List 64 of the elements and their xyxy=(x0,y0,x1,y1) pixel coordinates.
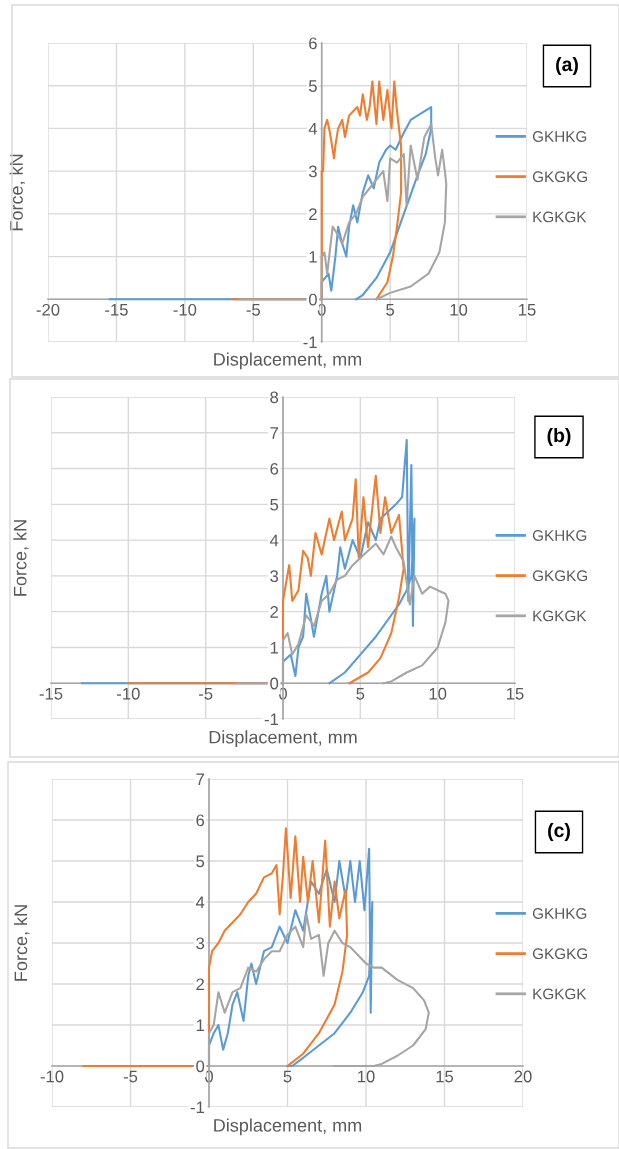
x-tick-label: 10 xyxy=(429,687,447,700)
y-tick-label: 1 xyxy=(196,1019,205,1032)
x-axis-title: Displacement, mm xyxy=(214,1118,362,1136)
x-tick-label: -15 xyxy=(39,688,63,700)
x-tick-label: -10 xyxy=(40,1070,64,1083)
text: (a) xyxy=(556,56,578,76)
y-tick-label: 3 xyxy=(308,165,317,178)
x-tick-label: 5 xyxy=(356,688,365,700)
y-axis-title: Force, kN xyxy=(9,154,26,231)
x-tick-label: 5 xyxy=(386,304,395,316)
legend-label: KGKGK xyxy=(533,988,587,1000)
legend-label: GKGKG xyxy=(532,171,588,183)
x-tick-label: -5 xyxy=(123,1070,138,1083)
y-tick-label: -1 xyxy=(303,336,317,349)
x-tick-label: 5 xyxy=(283,1070,292,1083)
y-tick-label: 2 xyxy=(196,978,204,991)
y-tick-label: 6 xyxy=(196,814,205,827)
x-tick-label: -5 xyxy=(199,688,213,700)
legend-label: GKGKG xyxy=(532,570,588,582)
x-tick-label: -5 xyxy=(246,304,260,316)
y-tick-label: 5 xyxy=(308,80,317,92)
y-tick-label: 4 xyxy=(308,123,318,135)
x-tick-label: -20 xyxy=(36,303,60,316)
y-axis-title: Force, kN xyxy=(13,520,29,596)
x-tick-label: 15 xyxy=(519,304,536,316)
y-tick-label: 1 xyxy=(309,251,317,263)
legend-label: GKGKG xyxy=(532,948,588,960)
y-tick-label: -1 xyxy=(264,713,279,726)
y-tick-label: 7 xyxy=(270,427,278,439)
y-tick-label: 5 xyxy=(196,855,205,868)
x-tick-label: -10 xyxy=(117,687,140,700)
x-tick-label: 10 xyxy=(450,303,468,316)
x-tick-label: -10 xyxy=(173,303,197,316)
legend-label: GKHKG xyxy=(532,908,587,919)
y-tick-label: 4 xyxy=(269,534,279,547)
x-tick-label: 10 xyxy=(358,1070,375,1083)
x-axis-title: Displacement, mm xyxy=(209,730,357,748)
x-tick-label: 20 xyxy=(514,1070,532,1083)
y-tick-label: 8 xyxy=(270,391,279,404)
y-tick-label: 0 xyxy=(270,677,279,690)
y-tick-label: -1 xyxy=(190,1101,205,1114)
legend-label: GKHKG xyxy=(532,131,587,142)
legend-label: GKHKG xyxy=(532,530,587,541)
legend-label: KGKGK xyxy=(533,610,587,622)
x-axis-title: Displacement, mm xyxy=(214,352,362,370)
y-tick-label: 3 xyxy=(196,937,205,950)
y-tick-label: 3 xyxy=(270,570,279,583)
y-tick-label: 1 xyxy=(270,642,279,654)
x-tick-label: 15 xyxy=(507,688,524,700)
y-tick-label: 4 xyxy=(195,896,205,909)
x-tick-label: -15 xyxy=(105,304,128,316)
legend-label: KGKGK xyxy=(533,211,587,223)
y-axis-title: Force, kN xyxy=(13,905,30,981)
y-tick-label: 2 xyxy=(309,208,317,220)
text: (b) xyxy=(547,427,571,447)
x-tick-label: 15 xyxy=(436,1070,454,1083)
text: (c) xyxy=(548,822,570,842)
y-tick-label: 2 xyxy=(270,606,278,618)
y-tick-label: 6 xyxy=(270,462,279,475)
y-tick-label: 6 xyxy=(309,37,317,50)
y-tick-label: 5 xyxy=(270,498,279,511)
y-tick-label: 0 xyxy=(308,293,317,306)
y-tick-label: 7 xyxy=(196,773,204,786)
y-tick-label: 0 xyxy=(196,1060,205,1073)
